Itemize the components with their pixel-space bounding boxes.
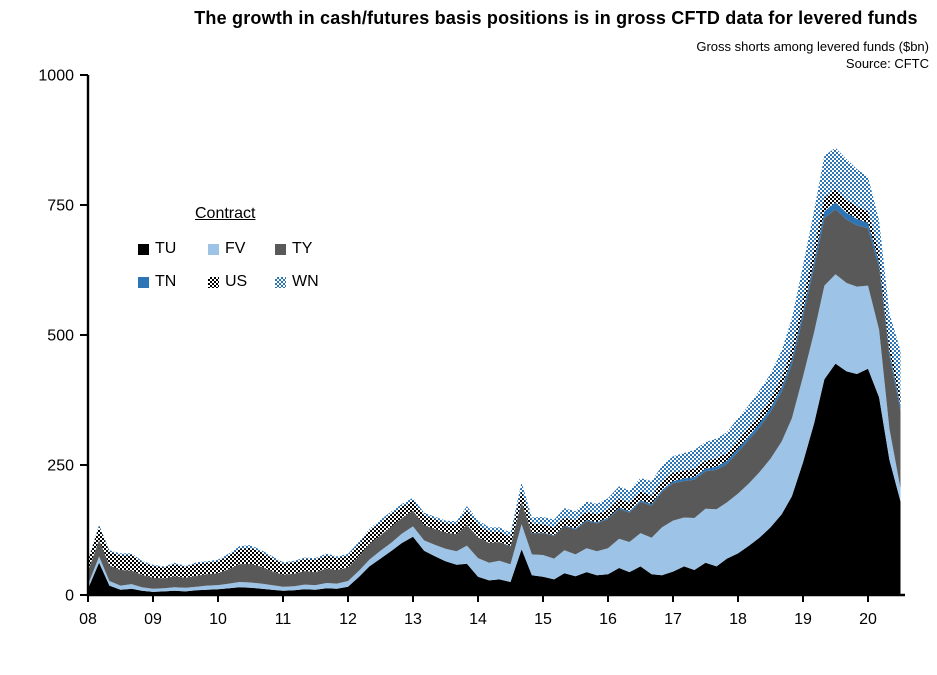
legend-item-tn: TN (138, 273, 208, 291)
x-tick-label-20: 20 (859, 611, 877, 628)
legend-label-ty: TY (292, 240, 313, 257)
x-tick-label-09: 09 (144, 611, 162, 628)
y-tick-label-250: 250 (47, 458, 74, 475)
area-series-group (88, 147, 901, 595)
x-tick-label-13: 13 (404, 611, 422, 628)
y-tick-label-500: 500 (47, 328, 74, 345)
legend-swatch-us (208, 276, 219, 288)
axes-group: 0 250 500 750 1000 08 09 10 11 12 13 14 15 16 17 18 19 20 (38, 68, 905, 628)
area-ty (88, 209, 901, 589)
legend-label-fv: FV (225, 240, 246, 257)
legend: Contract TU FV TY TN US (138, 205, 345, 291)
legend-item-tu: TU (138, 240, 208, 258)
area-tn (88, 202, 901, 579)
legend-grid: TU FV TY TN US WN (138, 240, 345, 291)
legend-item-ty: TY (275, 240, 345, 258)
x-tick-label-08: 08 (79, 611, 97, 628)
x-tick-label-19: 19 (794, 611, 812, 628)
legend-swatch-tu (138, 243, 149, 255)
legend-item-fv: FV (208, 240, 275, 258)
legend-swatch-wn (275, 276, 286, 288)
chart-title: The growth in cash/futures basis positio… (194, 8, 918, 28)
chart-source: Source: CFTC (845, 56, 929, 71)
legend-label-tu: TU (155, 240, 177, 257)
legend-swatch-tn (138, 276, 149, 288)
x-tick-label-14: 14 (469, 611, 487, 628)
legend-label-us: US (225, 273, 248, 290)
area-us (88, 189, 901, 579)
legend-label-tn: TN (155, 273, 177, 290)
y-tick-label-0: 0 (65, 588, 74, 605)
y-tick-label-750: 750 (47, 198, 74, 215)
x-tick-label-10: 10 (209, 611, 227, 628)
legend-item-wn: WN (275, 273, 345, 291)
area-tu (88, 363, 901, 595)
x-tick-label-17: 17 (664, 611, 682, 628)
area-wn (88, 147, 901, 568)
legend-swatch-ty (275, 243, 286, 255)
x-tick-label-18: 18 (729, 611, 747, 628)
legend-item-us: US (208, 273, 275, 291)
legend-title: Contract (195, 205, 256, 222)
legend-swatch-fv (208, 243, 219, 255)
x-tick-label-16: 16 (599, 611, 617, 628)
x-tick-label-12: 12 (339, 611, 357, 628)
x-tick-label-11: 11 (275, 611, 292, 628)
legend-label-wn: WN (292, 273, 319, 290)
y-tick-label-1000: 1000 (38, 68, 74, 85)
chart-subtitle: Gross shorts among levered funds ($bn) (696, 39, 929, 54)
x-tick-label-15: 15 (534, 611, 552, 628)
